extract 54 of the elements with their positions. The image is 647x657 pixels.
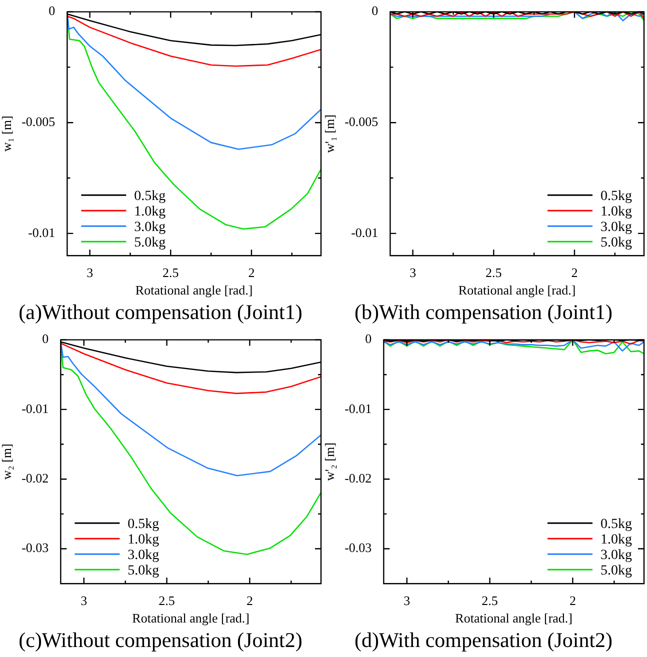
x-axis-title: Rotational angle [rad.] bbox=[458, 282, 576, 298]
legend-label: 5.0kg bbox=[134, 235, 166, 250]
legend-label: 3.0kg bbox=[128, 548, 160, 563]
y-tick-label: 0 bbox=[372, 3, 378, 18]
x-axis-title: Rotational angle [rad.] bbox=[132, 610, 250, 626]
x-tick-label: 2 bbox=[569, 592, 576, 608]
legend-label: 3.0kg bbox=[600, 548, 632, 563]
legend-label: 1.0kg bbox=[134, 204, 166, 220]
x-tick-label: 2 bbox=[571, 264, 578, 280]
y-axis-title: w₂ [m] bbox=[0, 444, 14, 480]
text: (c)Without compensation (Joint2) bbox=[18, 628, 302, 652]
y-tick-label: -0.03 bbox=[22, 540, 49, 556]
y-tick-label: -0.01 bbox=[28, 224, 56, 240]
y-tick-label: -0.02 bbox=[344, 470, 372, 486]
legend-label: 1.0kg bbox=[600, 204, 632, 220]
legend-label: 3.0kg bbox=[600, 220, 632, 235]
x-tick-label: 3 bbox=[404, 592, 410, 608]
x-tick-label: 3 bbox=[410, 264, 416, 280]
x-tick-label: 2.5 bbox=[486, 264, 502, 280]
y-axis-title: w'₁ [m] bbox=[322, 114, 338, 153]
y-axis-title: w₁ [m] bbox=[0, 116, 14, 152]
legend-label: 5.0kg bbox=[600, 235, 632, 250]
y-tick-label: 0 bbox=[48, 3, 56, 18]
legend-label: 1.0kg bbox=[600, 532, 632, 548]
x-tick-label: 2.5 bbox=[482, 592, 498, 608]
legend-label: 0.5kg bbox=[134, 188, 166, 204]
y-axis-title: w'₂ [m] bbox=[322, 442, 338, 481]
legend-label: 3.0kg bbox=[134, 220, 166, 235]
legend-label: 0.5kg bbox=[600, 516, 632, 532]
x-tick-label: 2 bbox=[248, 264, 255, 280]
x-tick-label: 3 bbox=[86, 264, 94, 280]
y-tick-label: -0.005 bbox=[344, 114, 378, 130]
x-tick-label: 3 bbox=[80, 592, 88, 608]
text: (a)Without compensation (Joint1) bbox=[18, 300, 302, 324]
y-tick-label: -0.02 bbox=[22, 470, 49, 486]
y-tick-label: -0.03 bbox=[344, 540, 372, 556]
y-tick-label: -0.01 bbox=[22, 400, 49, 416]
y-tick-label: -0.01 bbox=[351, 224, 378, 240]
x-tick-label: 2.5 bbox=[162, 264, 179, 280]
y-tick-label: 0 bbox=[42, 331, 49, 346]
legend-label: 1.0kg bbox=[128, 532, 160, 548]
text: (b)With compensation (Joint1) bbox=[354, 300, 613, 324]
legend-label: 5.0kg bbox=[128, 563, 160, 578]
x-tick-label: 2.5 bbox=[158, 592, 175, 608]
x-tick-label: 2 bbox=[246, 592, 253, 608]
y-tick-label: 0 bbox=[365, 331, 372, 346]
legend-label: 0.5kg bbox=[600, 188, 632, 204]
x-axis-title: Rotational angle [rad.] bbox=[455, 610, 573, 626]
legend-label: 5.0kg bbox=[600, 563, 632, 578]
y-tick-label: -0.01 bbox=[344, 400, 372, 416]
text: (d)With compensation (Joint2) bbox=[354, 628, 613, 652]
x-axis-title: Rotational angle [rad.] bbox=[135, 282, 253, 298]
y-tick-label: -0.005 bbox=[22, 114, 56, 130]
legend-label: 0.5kg bbox=[128, 516, 160, 532]
